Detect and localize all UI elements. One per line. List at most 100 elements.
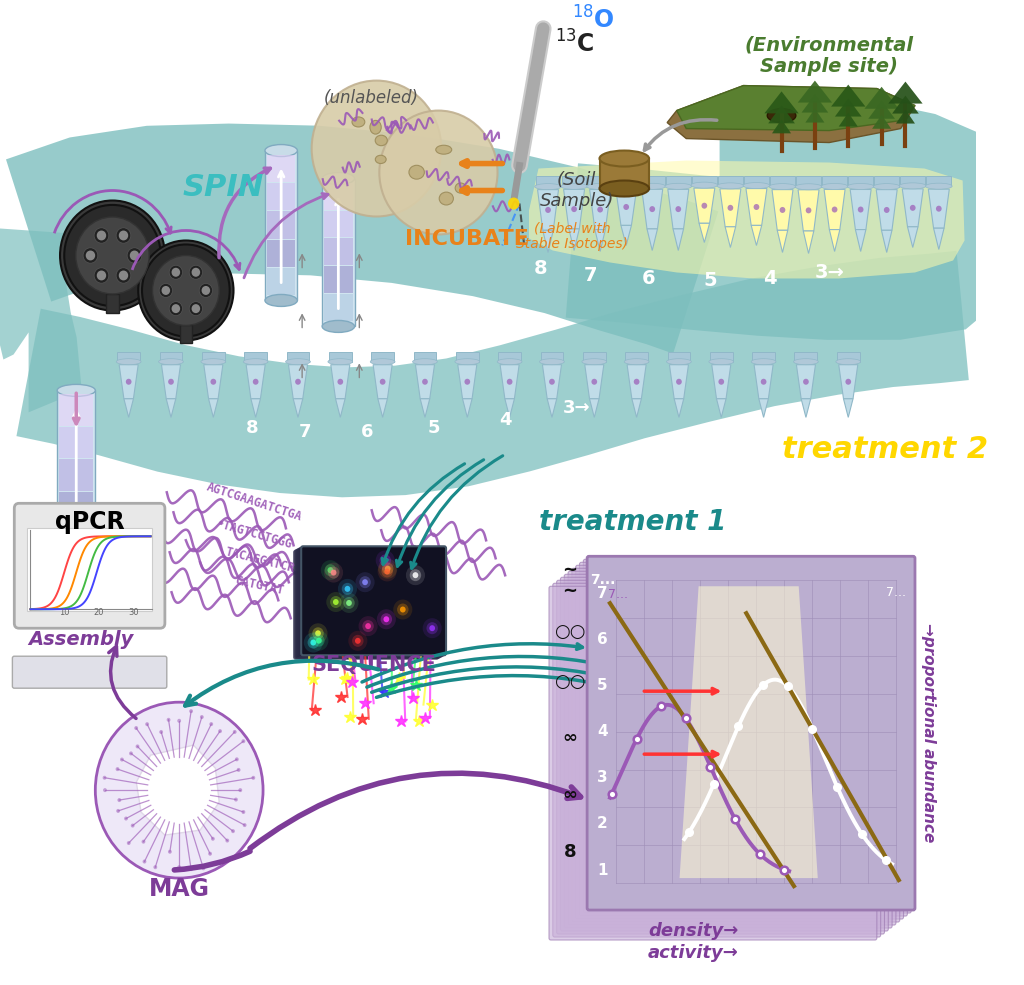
Circle shape [382,562,393,574]
Text: treatment 2: treatment 2 [781,435,988,464]
Circle shape [253,379,258,385]
Ellipse shape [926,183,952,189]
Circle shape [131,823,134,827]
Polygon shape [668,86,915,143]
Polygon shape [642,189,663,229]
Circle shape [295,379,301,385]
Circle shape [508,198,519,210]
Polygon shape [251,399,260,418]
Circle shape [169,265,182,280]
Circle shape [413,572,418,578]
Polygon shape [119,364,138,399]
Text: 20: 20 [94,609,104,618]
Ellipse shape [265,145,297,157]
Circle shape [676,206,681,212]
Polygon shape [640,175,665,186]
Polygon shape [839,112,858,126]
Bar [59,394,93,426]
Polygon shape [824,189,845,230]
Polygon shape [712,364,731,399]
Polygon shape [647,229,657,250]
Circle shape [86,250,95,260]
Polygon shape [798,190,819,231]
Polygon shape [372,353,394,361]
Circle shape [423,619,441,638]
Circle shape [243,823,247,827]
FancyBboxPatch shape [294,551,438,659]
Circle shape [328,566,339,578]
Ellipse shape [899,183,926,189]
Bar [59,459,93,491]
Polygon shape [414,353,436,361]
FancyBboxPatch shape [575,565,903,919]
Polygon shape [136,746,219,835]
Circle shape [325,564,336,576]
Polygon shape [124,399,133,418]
Text: 30: 30 [128,609,138,618]
Polygon shape [753,353,775,361]
Polygon shape [569,229,580,250]
Circle shape [384,568,390,574]
Circle shape [94,228,109,243]
Text: •TAGTCCTGGG: •TAGTCCTGGG [214,517,293,552]
Polygon shape [877,190,897,230]
Circle shape [242,739,246,744]
Ellipse shape [328,359,352,364]
Bar [180,325,191,343]
FancyBboxPatch shape [557,580,885,934]
Circle shape [362,579,368,585]
Circle shape [211,379,216,385]
Circle shape [803,379,809,385]
Circle shape [345,586,350,592]
Circle shape [571,206,577,212]
Ellipse shape [376,156,386,164]
Bar [267,183,296,211]
Polygon shape [835,98,861,116]
Polygon shape [744,175,769,185]
Polygon shape [627,364,646,399]
Polygon shape [674,399,684,418]
Circle shape [545,207,551,213]
Ellipse shape [821,183,848,189]
Circle shape [342,583,353,595]
Polygon shape [499,353,521,361]
Ellipse shape [371,359,395,364]
Polygon shape [323,178,354,326]
Ellipse shape [667,359,691,364]
Text: 4: 4 [499,412,511,429]
Circle shape [191,304,200,313]
Text: SPIN: SPIN [183,172,264,202]
Circle shape [168,379,174,385]
Ellipse shape [767,108,796,122]
Ellipse shape [769,183,796,190]
Polygon shape [543,230,553,252]
Polygon shape [868,100,895,119]
Text: INCUBATE: INCUBATE [406,230,529,249]
Circle shape [858,207,863,213]
Polygon shape [896,109,915,123]
Bar [324,211,352,237]
Circle shape [936,206,942,212]
Bar [267,155,296,182]
Circle shape [308,624,328,643]
Polygon shape [202,353,224,361]
Circle shape [348,630,368,651]
Circle shape [191,268,200,277]
Circle shape [507,379,512,385]
Circle shape [145,722,150,726]
Text: 2: 2 [597,817,607,831]
Text: 3: 3 [597,770,607,785]
Ellipse shape [286,359,310,364]
Polygon shape [822,175,847,186]
Polygon shape [882,230,892,252]
Polygon shape [117,353,140,361]
Text: →proportional abundance: →proportional abundance [921,624,936,843]
Circle shape [761,379,766,385]
Polygon shape [57,390,95,560]
Text: 8: 8 [246,420,259,437]
Polygon shape [777,230,787,252]
Polygon shape [265,151,297,300]
Polygon shape [6,123,719,354]
FancyBboxPatch shape [296,550,440,658]
Polygon shape [770,175,795,186]
